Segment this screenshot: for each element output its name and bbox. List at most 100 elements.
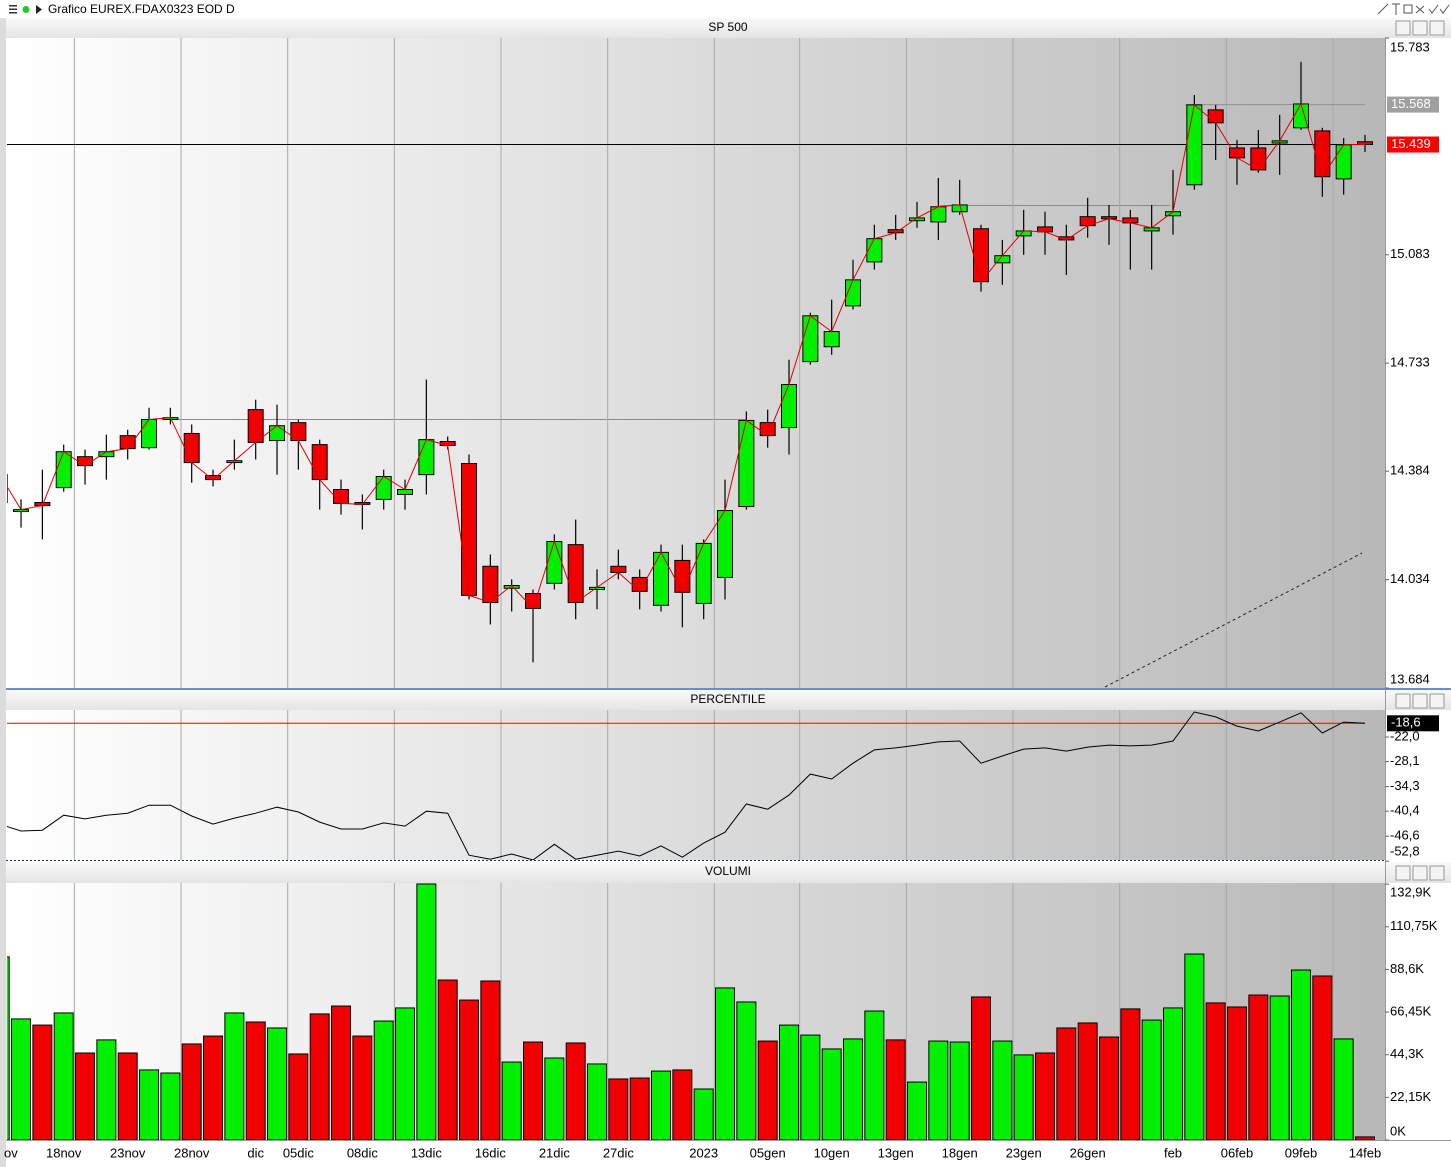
candle-body	[695, 542, 712, 604]
x-tick-label: ov	[4, 1145, 18, 1160]
x-tick-label: 13gen	[878, 1145, 914, 1160]
x-tick-label: 05gen	[750, 1145, 786, 1160]
volume-bar	[352, 1035, 373, 1140]
y-tick-label: -40,4	[1390, 803, 1420, 818]
level-box	[1387, 715, 1439, 732]
y-tick-label: 44,3K	[1390, 1046, 1424, 1061]
y-tick-label: 132,9K	[1390, 884, 1432, 899]
candle-body	[397, 489, 414, 495]
x-tick-label: 09feb	[1285, 1145, 1318, 1160]
volume-bar	[885, 1039, 906, 1140]
volume-bar	[1355, 1136, 1375, 1140]
volume-bar	[11, 1018, 32, 1140]
candle-body	[759, 422, 776, 437]
candle-body	[269, 425, 286, 442]
x-tick-label: 21dic	[539, 1145, 571, 1160]
volume-bar	[651, 1070, 672, 1140]
volume-bar	[608, 1078, 629, 1140]
candle-body	[418, 439, 435, 476]
left-border	[0, 18, 6, 1167]
x-tick-label: 13dic	[411, 1145, 443, 1160]
y-tick-label: 22,15K	[1390, 1089, 1432, 1104]
window-controls[interactable]	[1377, 3, 1450, 15]
window-title: Grafico EUREX.FDAX0323 EOD D	[48, 2, 235, 16]
candle-body	[77, 456, 94, 467]
volume-bar	[715, 987, 736, 1140]
candle-body	[546, 541, 563, 584]
y-tick-label: -28,1	[1390, 753, 1420, 768]
volume-bar	[1077, 1022, 1098, 1140]
candle-body	[311, 444, 328, 481]
volume-bar	[1163, 1007, 1184, 1140]
candle-body	[141, 419, 158, 449]
volume-bar	[117, 1052, 138, 1140]
volume-bar	[1248, 994, 1269, 1140]
candle-body	[631, 576, 648, 592]
x-tick-label: dic	[247, 1145, 264, 1160]
volume-bar	[843, 1038, 864, 1140]
volume-bar	[160, 1072, 181, 1140]
volume-bar	[757, 1040, 778, 1140]
candle-body	[866, 238, 883, 263]
candle-body	[7, 474, 8, 504]
candle-body	[290, 422, 307, 442]
volume-bar	[544, 1057, 565, 1140]
y-tick-label: 110,75K	[1390, 918, 1438, 933]
volume-bar	[267, 1027, 288, 1140]
volume-bar	[139, 1069, 160, 1140]
volume-bar	[1056, 1027, 1077, 1140]
volume-bar	[565, 1042, 586, 1140]
x-tick-label: 18nov	[46, 1145, 82, 1160]
volume-bar	[373, 1020, 394, 1140]
pane-buttons[interactable]	[1395, 20, 1445, 881]
x-tick-label: 27dic	[603, 1145, 635, 1160]
x-tick-label: 10gen	[814, 1145, 850, 1160]
title-icons[interactable]	[9, 5, 42, 14]
candle-body	[1335, 144, 1352, 180]
y-tick-label: -22,0	[1390, 728, 1420, 743]
volume-bar	[992, 1040, 1013, 1140]
volume-bar	[928, 1040, 949, 1140]
volume-bar	[437, 979, 458, 1140]
volume-bar	[672, 1069, 693, 1140]
volume-bar	[779, 1024, 800, 1140]
y-tick-label: 0K	[1390, 1123, 1406, 1138]
level-box	[1387, 96, 1439, 113]
volume-bar	[1099, 1036, 1120, 1140]
y-tick-label: 13.684	[1390, 671, 1430, 686]
candle-body	[55, 451, 72, 489]
volume-bar	[971, 996, 992, 1140]
y-tick-label: 14.384	[1390, 463, 1430, 478]
candle-body	[610, 565, 627, 573]
candle-body	[247, 409, 264, 443]
volume-bar	[331, 1005, 352, 1140]
pane-title: SP 500	[708, 20, 747, 34]
candle-body	[1186, 104, 1203, 186]
volume-bar	[949, 1041, 970, 1140]
volume-bar	[1120, 1008, 1141, 1140]
plot-area	[7, 711, 1366, 860]
volume-bar	[1141, 1019, 1162, 1140]
y-tick-label: -34,3	[1390, 778, 1420, 793]
volume-bar	[864, 1010, 885, 1140]
volume-bar	[1312, 975, 1333, 1140]
y-tick-label: -46,6	[1390, 828, 1420, 843]
volume-bar	[1035, 1052, 1056, 1140]
volume-bar	[1269, 995, 1290, 1140]
y-tick-label: 15.083	[1390, 246, 1430, 261]
volume-bar	[459, 999, 480, 1140]
level-label: -18,6	[1391, 715, 1421, 730]
volume-bar	[309, 1013, 330, 1140]
x-tick-label: feb	[1164, 1145, 1182, 1160]
candle-body	[567, 544, 584, 604]
y-tick-label: -52,8	[1390, 843, 1420, 858]
x-tick-label: 2023	[689, 1145, 718, 1160]
candle-body	[823, 331, 840, 348]
y-tick-label: 15.783	[1390, 39, 1430, 54]
y-tick-label: 14.733	[1390, 355, 1430, 370]
title-bar	[0, 0, 1451, 18]
candle-body	[973, 228, 990, 283]
volume-bar	[523, 1041, 544, 1140]
y-tick-label: 14.034	[1390, 571, 1430, 586]
